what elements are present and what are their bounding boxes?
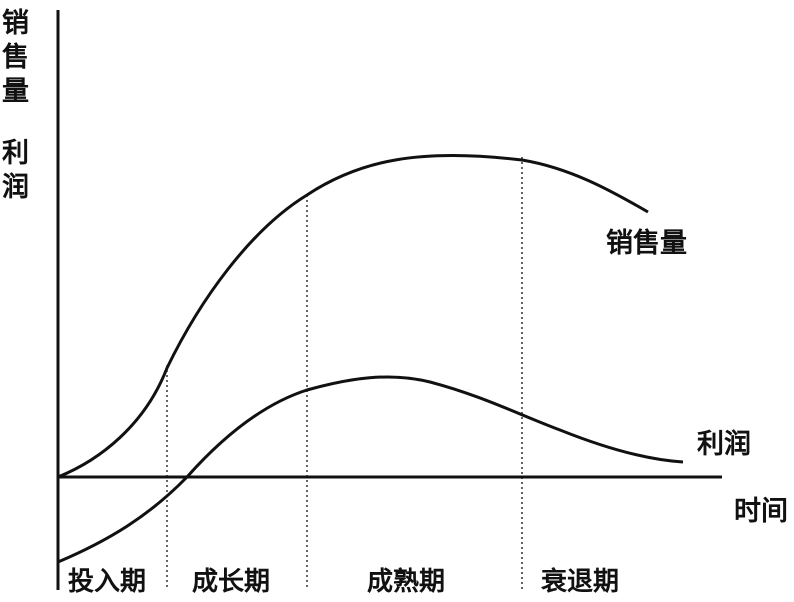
- profit-curve: [57, 375, 684, 564]
- sales-curve-label: 销售量: [606, 227, 687, 259]
- y-axis-label-char-1: 销: [2, 8, 29, 39]
- x-axis-label: 时间: [734, 496, 788, 527]
- stage-label-growth: 成长期: [192, 567, 270, 597]
- y-axis-label2-char-2: 润: [2, 171, 29, 203]
- stage-label-introduction: 投入期: [68, 567, 146, 597]
- y-axis-label-char-2: 售: [2, 41, 29, 73]
- y-axis-label-char-3: 量: [2, 76, 29, 107]
- profit-curve-label: 利润: [697, 428, 751, 460]
- y-axis-label2-char-1: 利: [2, 138, 29, 169]
- stage-label-decline: 衰退期: [540, 566, 619, 597]
- sales-curve: [57, 153, 649, 479]
- stage-label-maturity: 成熟期: [367, 566, 445, 597]
